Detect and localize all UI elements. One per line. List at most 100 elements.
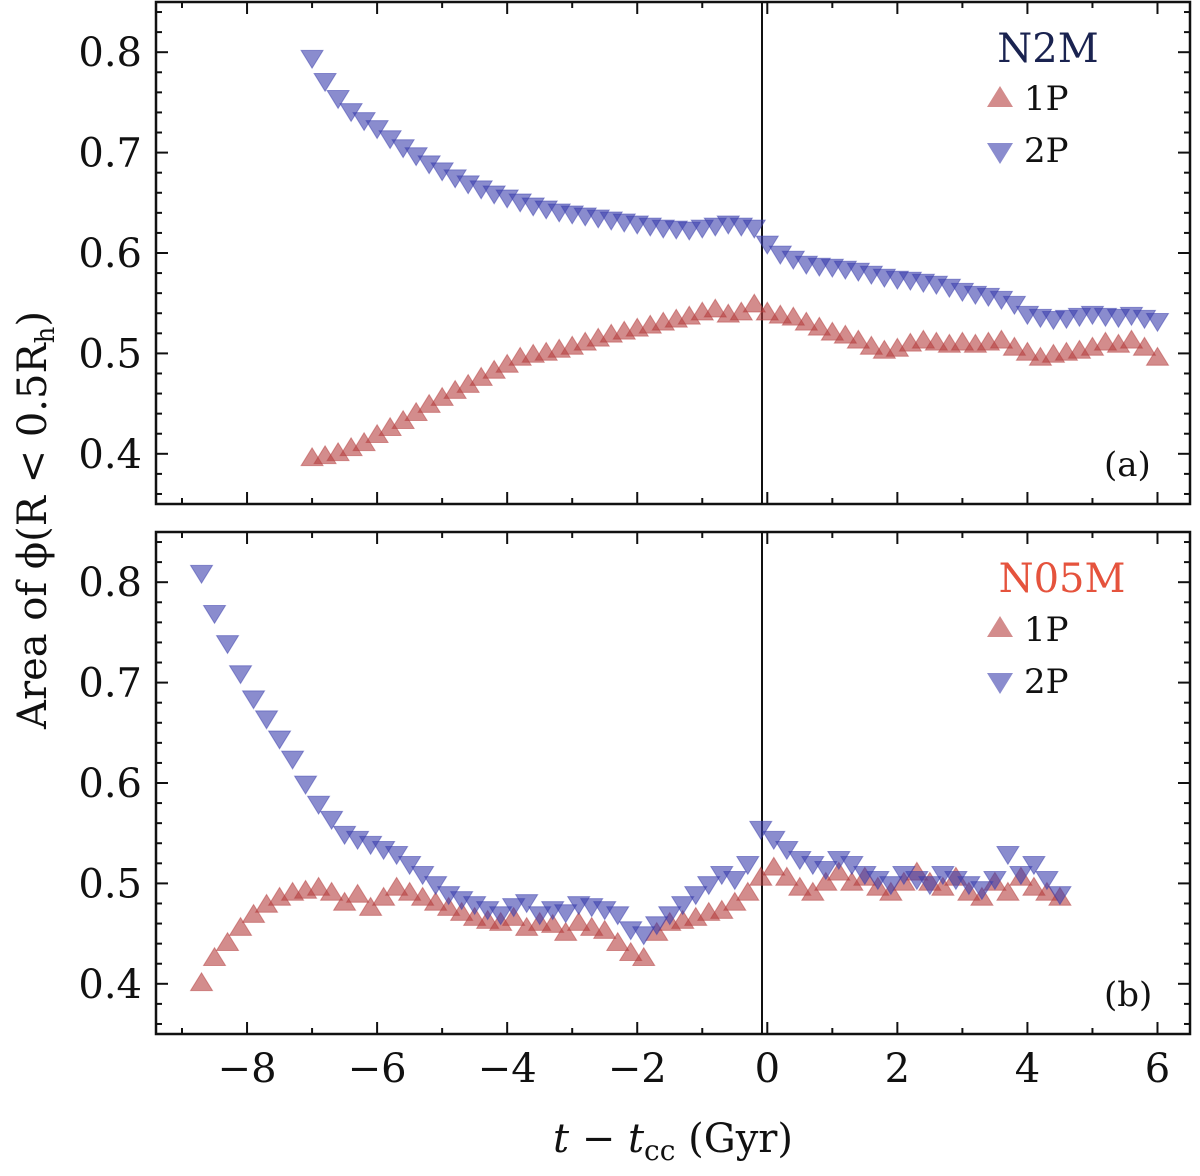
point-2p-b <box>514 894 539 914</box>
point-2p-b <box>267 730 292 750</box>
point-1p-b <box>722 891 747 911</box>
ticks-a: 0.4 0.5 0.6 0.7 0.8 <box>78 2 1190 504</box>
legend-a: N2M 1P 2P <box>987 26 1099 171</box>
point-2p-b <box>384 845 409 866</box>
point-1p-b <box>566 911 591 931</box>
point-2p-b <box>1022 856 1046 876</box>
point-2p-a <box>300 49 324 70</box>
x-tick-label: 0 <box>755 1046 780 1092</box>
x-tick-label: 4 <box>1015 1046 1040 1092</box>
legend-marker-2p-b <box>987 672 1013 694</box>
point-2p-b <box>1009 866 1033 886</box>
point-1p-b <box>462 906 487 926</box>
point-2p-b <box>657 906 682 926</box>
point-2p-b <box>735 856 760 876</box>
point-1p-b <box>436 896 461 916</box>
point-1p-b <box>397 881 422 901</box>
point-1p-b <box>1022 876 1046 896</box>
point-1p-b <box>215 931 240 951</box>
point-1p-b <box>345 883 370 903</box>
y-tick-label: 0.8 <box>78 30 142 76</box>
y-tick-label: 0.8 <box>78 560 142 606</box>
point-1p-b <box>319 881 344 901</box>
x-tick-label: −2 <box>608 1046 667 1092</box>
point-2p-a <box>1145 312 1170 333</box>
y-tick-label: 0.4 <box>78 962 142 1008</box>
point-2p-b <box>605 906 630 926</box>
point-1p-b <box>996 881 1020 901</box>
point-1p-b <box>384 876 409 896</box>
panel-b: −8 −6 −4 −2 0 2 4 6 0.4 0.5 0.6 0.7 0.8 N05M 1P 2P (… <box>78 530 1192 1092</box>
legend-marker-1p-b <box>987 616 1013 638</box>
point-2p-b <box>774 840 799 861</box>
y-tick-label: 0.4 <box>78 432 142 478</box>
point-2p-a <box>1002 295 1027 316</box>
point-2p-b <box>683 886 708 906</box>
point-2p-b <box>970 881 994 901</box>
marks-b <box>189 564 1072 992</box>
y-tick-label: 0.7 <box>78 131 142 177</box>
point-2p-b <box>423 876 448 896</box>
x-axis-title: t − tcc (Gyr) <box>553 1116 793 1167</box>
point-2p-b <box>306 795 331 816</box>
point-2p-b <box>917 876 942 896</box>
point-1p-b <box>826 861 851 881</box>
legend-label-2p-a: 2P <box>1024 131 1069 171</box>
y-tick-label: 0.5 <box>78 331 142 377</box>
x-tick-label: −6 <box>348 1046 407 1092</box>
point-1p-b <box>787 876 812 896</box>
y-tick-label: 0.7 <box>78 661 142 707</box>
y-axis-title-close: ) <box>10 311 56 327</box>
point-1p-b <box>579 916 604 936</box>
point-2p-b <box>293 775 318 795</box>
point-1p-b <box>241 903 266 923</box>
point-2p-b <box>878 876 903 896</box>
point-2p-b <box>722 871 747 891</box>
point-2p-a <box>742 219 767 239</box>
point-2p-b <box>839 856 864 876</box>
y-tick-label: 0.6 <box>78 761 142 807</box>
point-1p-a <box>794 311 819 331</box>
point-2p-a <box>326 90 350 110</box>
point-1p-b <box>410 886 435 906</box>
point-1p-b <box>228 916 253 936</box>
x-tick-label: −4 <box>478 1046 537 1092</box>
point-1p-b <box>605 931 630 951</box>
point-2p-b <box>254 710 279 730</box>
point-2p-a <box>365 120 390 140</box>
legend-label-2p-b: 2P <box>1024 662 1069 702</box>
point-2p-b <box>215 635 240 655</box>
panel-a: 0.4 0.5 0.6 0.7 0.8 N2M 1P 2P (a) <box>78 0 1192 506</box>
point-2p-b <box>631 926 656 946</box>
x-axis-title-unit: (Gyr) <box>675 1116 793 1162</box>
point-1p-b <box>800 881 825 901</box>
point-1p-a <box>742 293 767 313</box>
point-1p-b <box>189 971 214 992</box>
x-axis-title-sub: cc <box>644 1134 675 1167</box>
point-1p-b <box>631 946 656 967</box>
point-1p-a <box>807 316 832 336</box>
frame-b <box>154 530 1192 1036</box>
point-1p-a <box>703 298 728 318</box>
point-2p-b <box>761 830 786 851</box>
point-1p-b <box>774 866 799 886</box>
legend-marker-2p-a <box>987 142 1013 164</box>
y-tick-label: 0.6 <box>78 231 142 277</box>
point-2p-b <box>644 916 669 936</box>
point-1p-b <box>358 896 383 916</box>
point-2p-b <box>319 810 344 831</box>
point-2p-b <box>410 866 435 886</box>
point-2p-b <box>241 690 266 710</box>
point-1p-a <box>820 321 845 341</box>
point-2p-b <box>696 876 721 896</box>
point-2p-b <box>553 904 578 924</box>
point-1p-a <box>1002 336 1027 356</box>
point-2p-b <box>1048 886 1072 906</box>
point-2p-b <box>813 861 838 881</box>
point-1p-b <box>813 871 838 891</box>
marks-a <box>300 49 1170 467</box>
frame-a <box>154 0 1192 506</box>
legend-label-1p-b: 1P <box>1024 610 1069 650</box>
point-2p-a <box>755 235 780 255</box>
point-1p-b <box>761 856 786 876</box>
